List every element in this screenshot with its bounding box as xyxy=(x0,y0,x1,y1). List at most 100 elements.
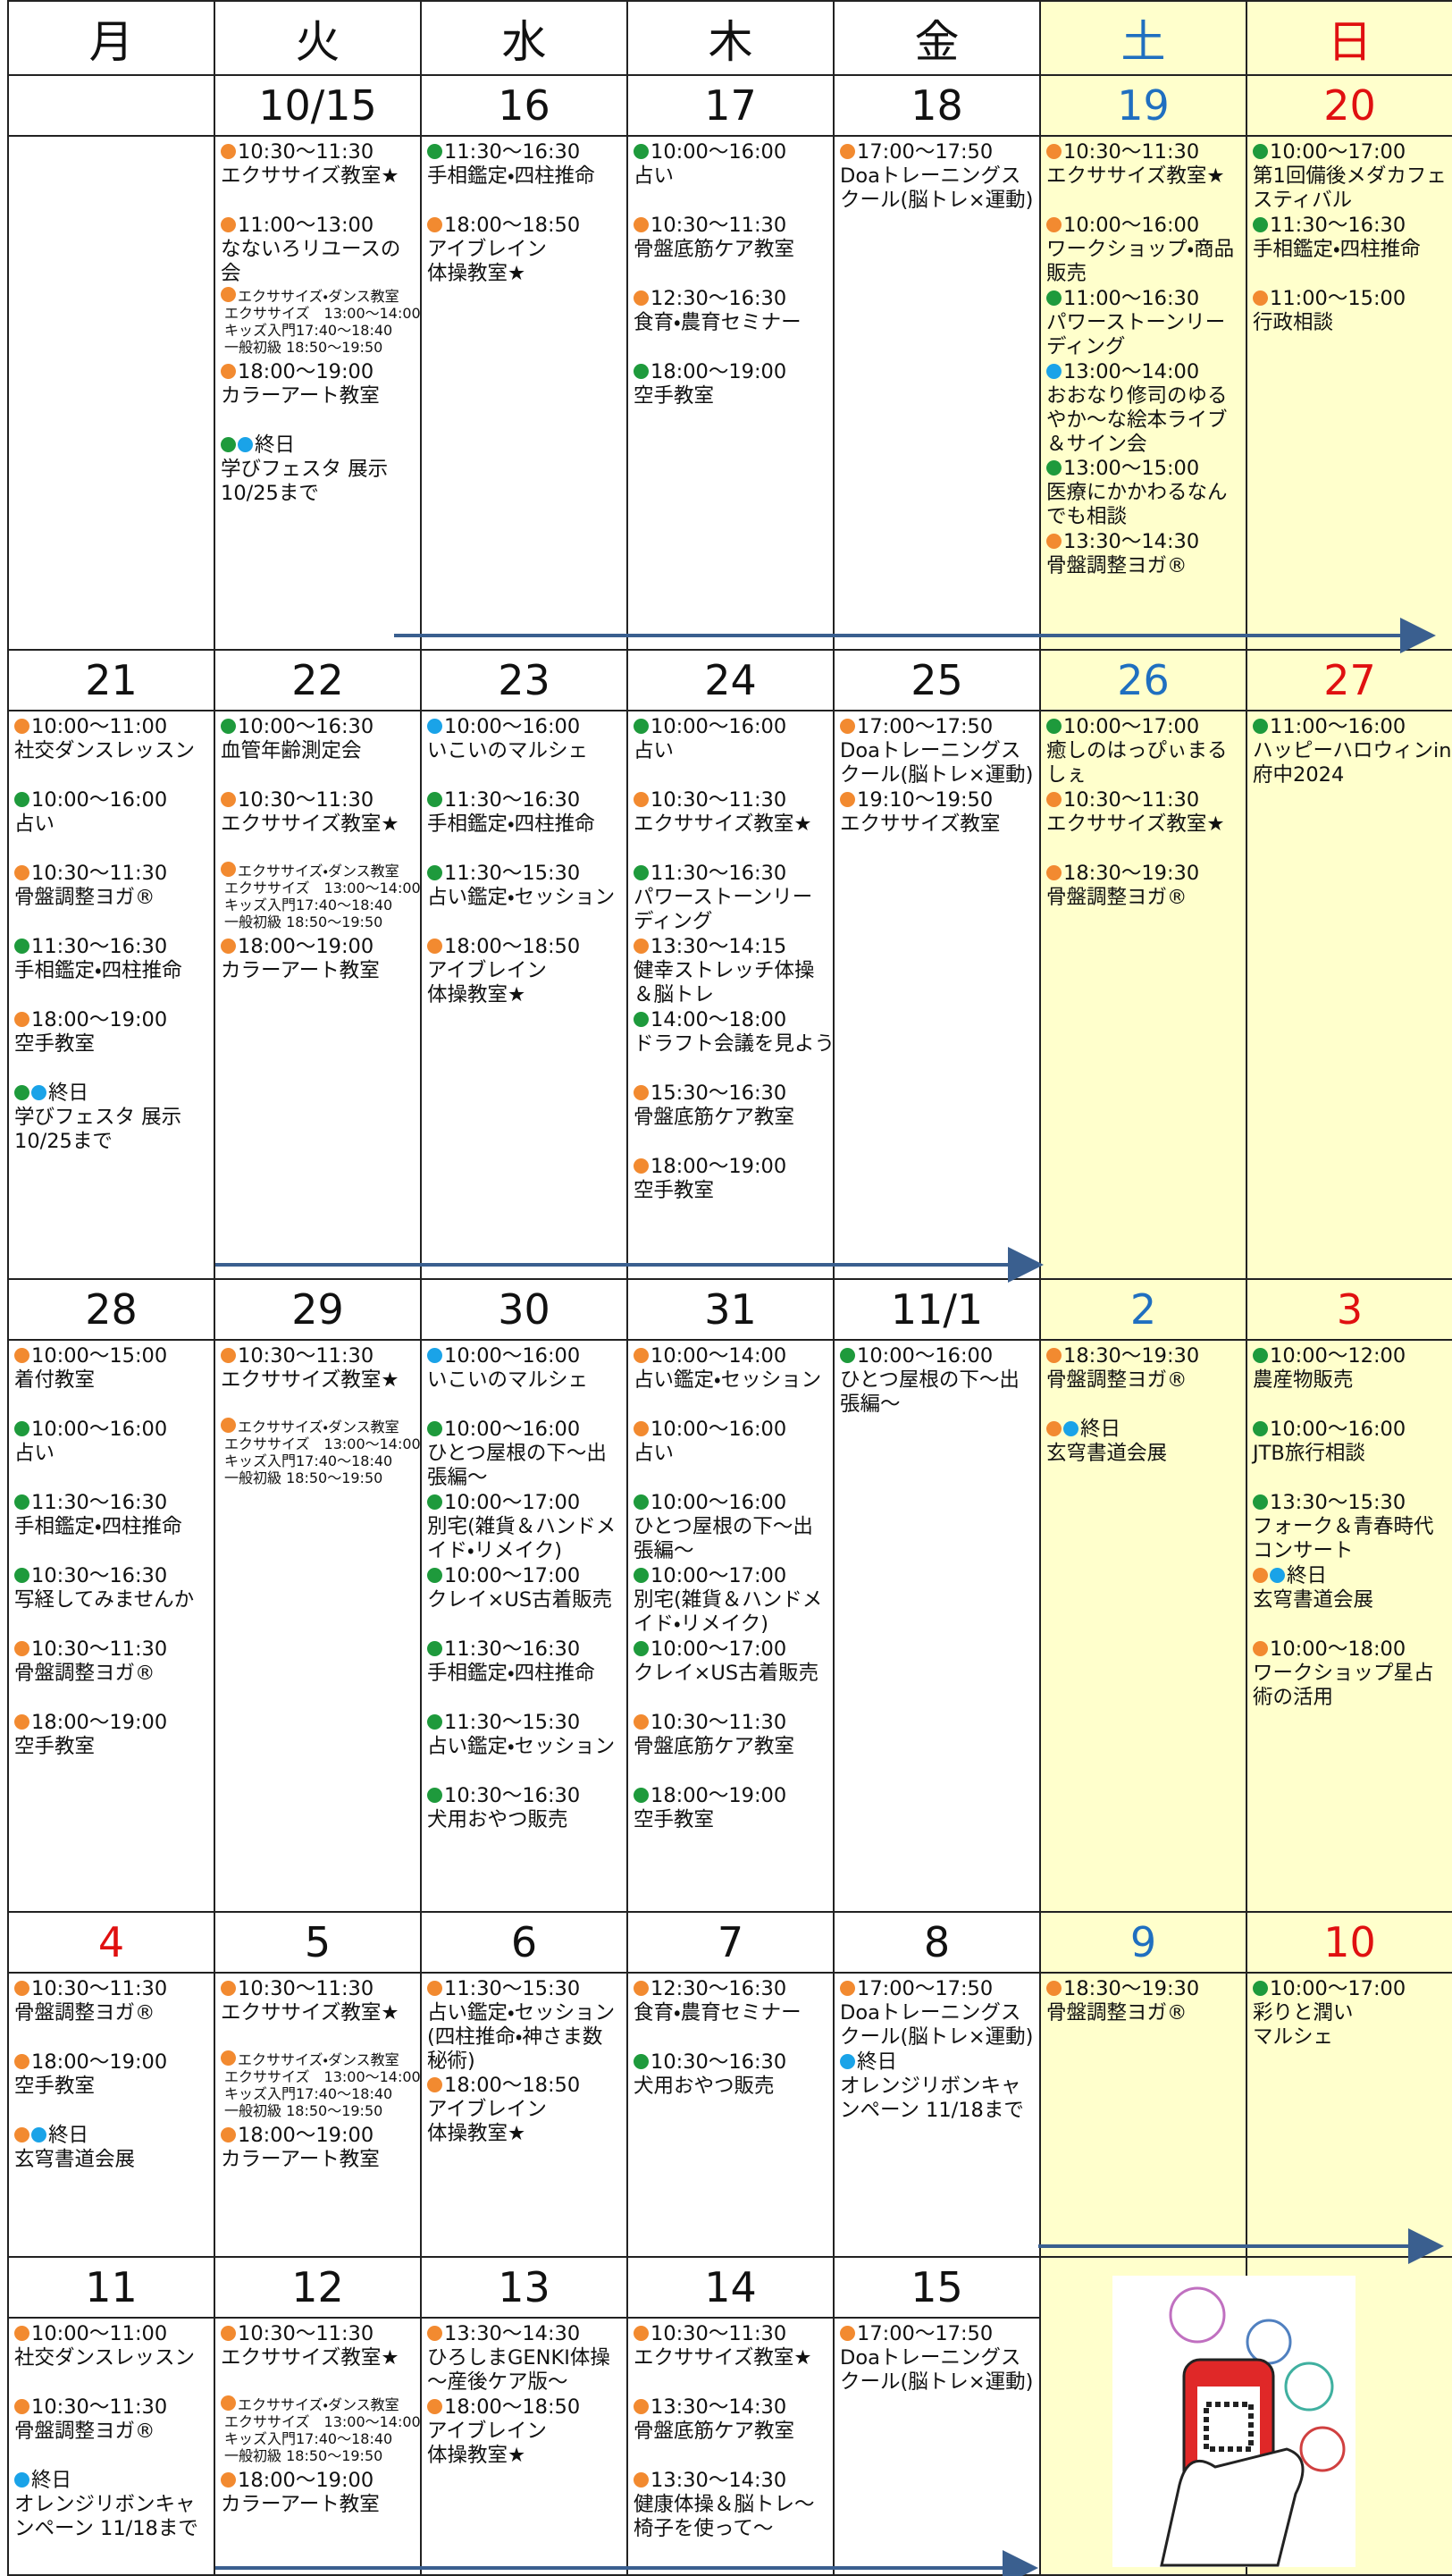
day-cell: 16 11:30～16:30 手相鑑定・四柱推命 18:00～18:50 アイブレイン体… xyxy=(422,76,628,651)
event-time-line: 13:30～14:30 xyxy=(634,2395,829,2420)
calendar-grid: 月火水木金土日 10/15 10:30～11:30 エクササイズ教室★ 11:00～13… xyxy=(7,0,1452,2576)
event: 18:00～18:50 アイブレイン 体操教室★ xyxy=(427,2074,623,2147)
event: 10:30～11:30 エクササイズ教室★ xyxy=(1046,788,1242,862)
event-title: オレンジリボンキャ xyxy=(840,2075,1021,2098)
event-time: 10:30～11:30 xyxy=(31,1637,168,1661)
event-dot xyxy=(14,2472,29,2488)
event-title: 体操教室★ xyxy=(427,262,526,285)
event-time: 10:30～16:30 xyxy=(31,1564,168,1587)
event-time: 18:00～19:00 xyxy=(31,2050,168,2074)
event: 11:30～16:30 パワーストーンリー ディング xyxy=(634,862,829,935)
event-dot xyxy=(634,1714,649,1730)
day-date: 28 xyxy=(9,1280,214,1341)
event-detail: キッズ入門17:40～18:40 xyxy=(224,1452,393,1469)
event: 18:30～19:30 骨盤調整ヨガ® xyxy=(1046,1344,1242,1418)
event-time-line: 11:30～16:30 xyxy=(14,935,210,959)
event-time: 18:00～19:00 xyxy=(650,1155,787,1178)
event-title: 血管年齢測定会 xyxy=(221,739,362,762)
event-dot xyxy=(1046,1981,1062,1996)
event-list: 10:00～12:00 農産物販売 10:00～16:00 JTB旅行相談 13:30～… xyxy=(1247,1341,1452,1711)
event-time-line: 終日 xyxy=(221,434,416,458)
event-time-line: 18:00～19:00 xyxy=(634,1155,829,1179)
event-time-line: 18:30～19:30 xyxy=(1046,1977,1242,2001)
event-time-line: 10:00～17:00 xyxy=(1253,1977,1448,2001)
event-list: 10:30～11:30 エクササイズ教室★ 13:30～14:30 骨盤底筋ケア教室 1… xyxy=(628,2319,833,2542)
event-title: 占い xyxy=(634,1442,675,1465)
event-title: 手相鑑定・四柱推命 xyxy=(1253,238,1421,261)
day-date: 23 xyxy=(422,651,626,711)
event-time-line: 10:30～11:30 xyxy=(221,788,416,812)
event-detail: 一般初級 18:50～19:50 xyxy=(224,2102,383,2119)
event-list: 10:30～11:30 エクササイズ教室★ エクササイズ・ダンス教室 エクササイズ 1… xyxy=(215,1341,420,1491)
event-time: 13:30～14:15 xyxy=(650,935,787,958)
event: 19:10～19:50 エクササイズ教室 xyxy=(840,788,1036,862)
event-dot xyxy=(221,1418,236,1433)
event-title: 占い鑑定・セッション xyxy=(427,2001,616,2025)
event-time: 10:30～11:30 xyxy=(238,1344,374,1368)
event-time-line: 11:00～13:00 xyxy=(221,214,416,238)
event-title: カラーアート教室 xyxy=(221,2148,380,2171)
day-date: 7 xyxy=(628,1913,833,1974)
day-cell: 11/1 10:00～16:00 ひとつ屋根の下～出 張編～ xyxy=(835,1280,1041,1913)
event-dot xyxy=(427,1494,442,1510)
event-time-line: 10:30～11:30 xyxy=(221,140,416,164)
day-cell: 3 10:00～12:00 農産物販売 10:00～16:00 JTB旅行相談 13:30… xyxy=(1247,1280,1452,1913)
day-date: 5 xyxy=(215,1913,420,1974)
event-time: 11:00～15:00 xyxy=(1270,287,1406,310)
event-title: ハッピーハロウィンin xyxy=(1253,739,1452,762)
event-list: 10:00～11:00 社交ダンスレッスン 10:30～11:30 骨盤調整ヨガ® 終日… xyxy=(9,2319,214,2542)
event: 10:00～17:00 クレイ×US古着販売 xyxy=(427,1564,623,1637)
event: 10:00～16:00 JTB旅行相談 xyxy=(1253,1418,1448,1491)
event-dot xyxy=(1253,1348,1268,1363)
event-dot xyxy=(14,1421,29,1436)
event-time-line: 終日 xyxy=(1046,1418,1242,1442)
event-dot xyxy=(1253,1421,1268,1436)
event-time-line: 10:00～16:00 xyxy=(634,140,829,164)
event-title: 癒しのはっぴぃまる xyxy=(1046,739,1228,762)
event-title: 社交ダンスレッスン xyxy=(14,739,196,762)
event-time: 11:30～16:30 xyxy=(31,935,168,958)
event-title: なないろリユースの xyxy=(221,238,401,261)
event-time: 11:30～15:30 xyxy=(444,862,581,885)
event-dot xyxy=(221,719,236,734)
event: 13:30～14:30 健康体操＆脳トレ～ 椅子を使って～ xyxy=(634,2469,829,2542)
event-time: 18:00～19:00 xyxy=(238,2469,374,2492)
event: 10:30～16:30 写経してみませんか xyxy=(14,1564,210,1637)
event-time-line: 10:30～11:30 xyxy=(14,2395,210,2420)
event-title: 占い鑑定・セッション xyxy=(427,1735,616,1758)
event-dot xyxy=(427,217,442,232)
event-title: ワークショップ星占 xyxy=(1253,1662,1434,1685)
event: 10:00～16:00 ひとつ屋根の下～出 張編～ xyxy=(840,1344,1036,1418)
event-time: 18:00～19:00 xyxy=(31,1008,168,1031)
day-date: 20 xyxy=(1247,76,1452,137)
event-heading: エクササイズ・ダンス教室 xyxy=(238,2051,399,2068)
event-time: 10:30～11:30 xyxy=(31,862,168,885)
event-title: アイブレイン xyxy=(427,959,547,982)
event-title: 骨盤調整ヨガ® xyxy=(1046,554,1188,577)
event-time-line: 18:00～19:00 xyxy=(221,360,416,384)
event: 10:30～11:30 骨盤調整ヨガ® xyxy=(14,862,210,935)
event-title: 着付教室 xyxy=(14,1368,96,1392)
event-time-line: 10:00～17:00 xyxy=(427,1491,623,1515)
day-date: 13 xyxy=(422,2258,626,2319)
event-title: ひとつ屋根の下～出 xyxy=(840,1368,1020,1392)
event-time-line: 10:30～16:30 xyxy=(634,2050,829,2075)
event-dot xyxy=(14,2399,29,2414)
event-dot xyxy=(634,1421,649,1436)
event-dot xyxy=(634,2326,649,2341)
event-detail: キッズ入門17:40～18:40 xyxy=(224,2430,393,2447)
event-detail: エクササイズ 13:00～14:00 xyxy=(224,305,421,322)
event-time-line: 14:00～18:00 xyxy=(634,1008,829,1032)
event-title: 椅子を使って～ xyxy=(634,2517,774,2540)
event-title: エクササイズ教室★ xyxy=(1046,812,1225,836)
event-time-line: 13:30～14:15 xyxy=(634,935,829,959)
event-dot xyxy=(14,792,29,807)
event-time: 10:00～17:00 xyxy=(444,1564,581,1587)
event-dot xyxy=(1253,719,1268,734)
event-title: 農産物販売 xyxy=(1253,1368,1354,1392)
event-time: 13:00～14:00 xyxy=(1063,360,1200,383)
event-title: アイブレイン xyxy=(427,2420,547,2443)
event-title: 彩りと潤い xyxy=(1253,2001,1354,2025)
day-date: 26 xyxy=(1041,651,1246,711)
event-dot xyxy=(634,719,649,734)
